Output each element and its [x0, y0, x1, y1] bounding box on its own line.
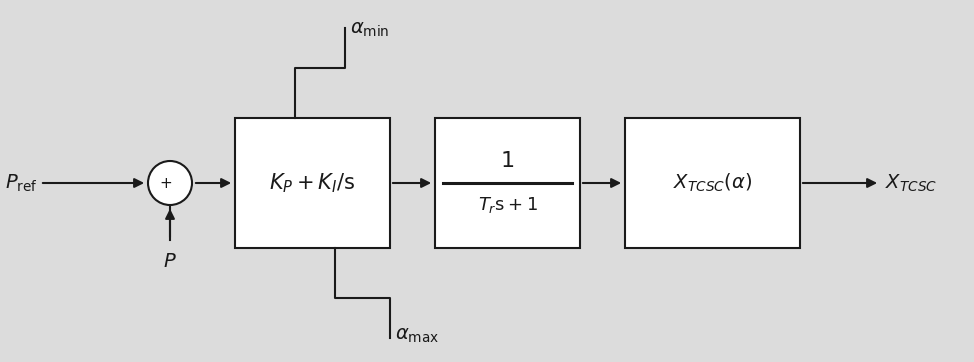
Text: +: + [160, 176, 172, 190]
Bar [235, 118, 390, 248]
Text: $K_P + K_I/\mathrm{s}$: $K_P + K_I/\mathrm{s}$ [270, 171, 356, 195]
Text: $\alpha_{\max}$: $\alpha_{\max}$ [395, 326, 439, 345]
Text: $P_{\mathrm{ref}}$: $P_{\mathrm{ref}}$ [5, 172, 38, 194]
Text: $1$: $1$ [501, 151, 514, 171]
Text: $\alpha_{\min}$: $\alpha_{\min}$ [350, 20, 390, 39]
Text: $X_{TCSC}(\alpha)$: $X_{TCSC}(\alpha)$ [673, 172, 752, 194]
Text: $X_{TCSC}$: $X_{TCSC}$ [885, 172, 937, 194]
Circle shape [148, 161, 192, 205]
Text: $P$: $P$ [163, 252, 177, 271]
Text: $T_r\mathrm{s}+1$: $T_r\mathrm{s}+1$ [477, 195, 538, 215]
Bar [435, 118, 580, 248]
Bar [625, 118, 800, 248]
